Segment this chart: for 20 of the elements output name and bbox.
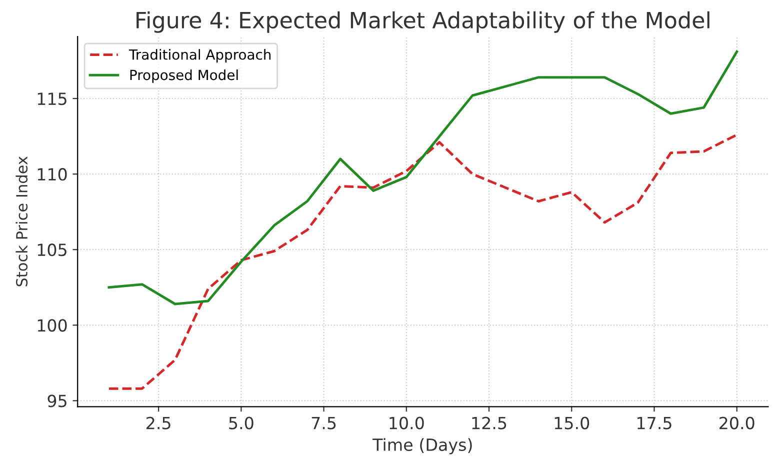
legend-label: Proposed Model: [130, 69, 238, 83]
legend-label: Traditional Approach: [128, 49, 271, 62]
x-tick-label: 5.0: [229, 416, 254, 430]
line-series: [108, 134, 738, 390]
y-tick-label: 100: [38, 319, 67, 332]
x-tick-label: 20.0: [720, 416, 754, 430]
y-tick-label: 95: [48, 394, 66, 408]
x-tick-label: 10.0: [390, 416, 424, 430]
x-tick-label: 17.5: [638, 416, 672, 430]
line-series: [108, 50, 738, 306]
y-tick-label: 105: [38, 244, 66, 256]
y-tick-label: 110: [38, 168, 67, 181]
x-tick-label: 2.5: [146, 416, 170, 430]
y-axis-title: Stock Price Index: [16, 156, 28, 286]
x-axis-title: Time (Days): [372, 438, 472, 454]
chart-title: Figure 4: Expected Market Adaptability of the Model: [136, 11, 710, 33]
x-tick-label: 15.0: [554, 416, 590, 430]
y-tick-label: 115: [38, 92, 66, 106]
x-tick-label: 12.5: [472, 416, 506, 430]
x-tick-label: 7.5: [312, 416, 336, 430]
